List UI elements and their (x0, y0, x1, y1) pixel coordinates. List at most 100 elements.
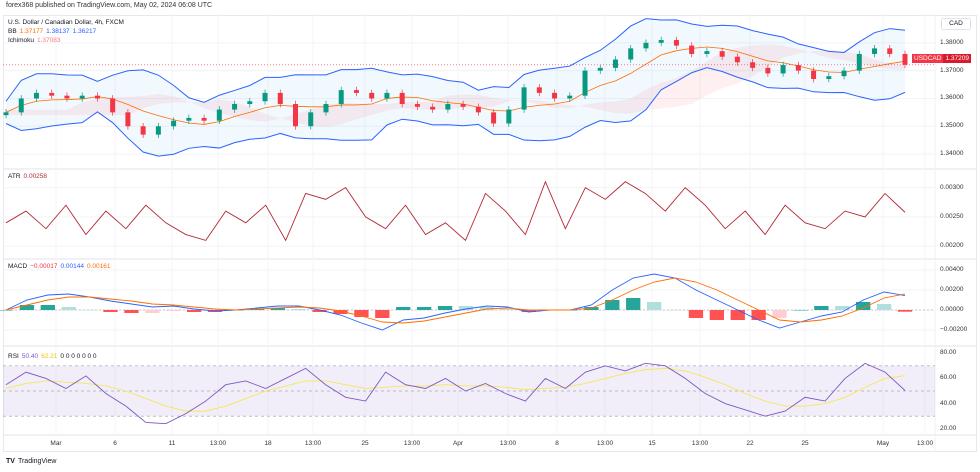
candle (323, 104, 329, 113)
axis-label: 0.00400 (940, 266, 964, 273)
macd-histogram-bar (814, 306, 829, 310)
bb-upper: 1.38137 (46, 28, 70, 35)
candle (765, 67, 771, 74)
atr-legend[interactable]: ATR 0.00258 (8, 173, 50, 181)
brand-name: TradingView (17, 458, 57, 465)
candle (232, 104, 238, 110)
chart-frame[interactable] (3, 15, 977, 452)
candle (125, 112, 131, 127)
axis-label: 11 (168, 440, 176, 447)
candle (872, 48, 878, 54)
candle (155, 126, 161, 135)
axis-label: 1.35000 (940, 122, 964, 130)
candle (293, 104, 299, 127)
candle (780, 65, 786, 74)
publish-info: forex368 published on TradingView.com, M… (6, 2, 213, 9)
axis-label: 40.00 (940, 399, 957, 407)
macd-histogram-bar (835, 306, 850, 310)
rsi-ma-line (5, 367, 906, 412)
axis-label: 13:00 (403, 440, 421, 447)
bb-legend[interactable]: BB 1.37177 1.38137 1.36217 (8, 28, 99, 36)
macd-histogram-bar (249, 309, 265, 310)
axis-label: 1.34000 (940, 150, 964, 158)
macd-legend[interactable]: MACD −0.00017 0.00144 0.00161 (8, 263, 113, 271)
axis-label: 25 (361, 440, 369, 447)
candle (567, 95, 573, 99)
tradingview-logo[interactable]: TV TradingView (6, 458, 56, 465)
macd-histogram-bar (751, 310, 766, 320)
candle (171, 120, 177, 127)
candle (64, 95, 70, 99)
macd-histogram-bar (124, 310, 139, 313)
macd-label: MACD (8, 263, 28, 270)
candle (521, 87, 527, 110)
candle (658, 40, 664, 43)
candle (445, 104, 451, 110)
macd-histogram-bar (458, 306, 474, 310)
price-tag: USDCAD 1.37209 (912, 54, 971, 63)
macd-histogram-bar (626, 298, 641, 310)
macd-histogram-bar (291, 309, 306, 310)
macd-histogram-bar (521, 310, 536, 312)
candle (186, 117, 192, 121)
ichimoku-label: Ichimoku (8, 37, 35, 44)
candle (353, 90, 359, 93)
candle (750, 62, 756, 68)
candle (673, 40, 679, 46)
macd-histogram-bar (772, 310, 787, 318)
macd-line: 0.00144 (60, 263, 84, 270)
currency-button[interactable]: CAD (941, 18, 971, 30)
rsi-legend[interactable]: RSI 50.40 62.21 0 0 0 0 0 0 0 (8, 353, 100, 361)
axis-label: 80.00 (940, 349, 957, 357)
bb-label: BB (8, 28, 17, 35)
axis-label: 0.00250 (940, 212, 964, 220)
axis-label: 13:00 (304, 440, 322, 447)
macd-histogram-bar (333, 310, 348, 314)
macd-line (5, 273, 906, 331)
candle (414, 104, 420, 107)
candle (795, 65, 801, 71)
axis-label: 15 (648, 440, 656, 447)
macd-histogram-bar (856, 302, 871, 310)
axis-label: Mar (50, 440, 62, 447)
candle (201, 117, 207, 121)
candle (887, 48, 893, 54)
axis-label: 8 (555, 440, 559, 447)
ichimoku-cloud (6, 44, 905, 128)
candle (247, 101, 253, 105)
macd-histogram-bar (270, 308, 285, 310)
candle (369, 92, 375, 99)
axis-label: May (876, 440, 890, 447)
candle (140, 126, 146, 135)
macd-histogram-bar (354, 310, 369, 317)
candle (110, 98, 116, 113)
macd-histogram-bar (40, 305, 55, 310)
rsi-value: 50.40 (21, 353, 39, 360)
candle (628, 48, 634, 60)
axis-label: 0.00300 (940, 183, 964, 191)
macd-histogram-bar (416, 307, 432, 310)
candle (719, 51, 725, 57)
axis-label: 1.38000 (940, 38, 964, 46)
macd-signal-line (5, 277, 906, 324)
candle (704, 51, 710, 54)
candle (734, 56, 740, 63)
axis-label: 0.00200 (940, 242, 964, 250)
candle (18, 98, 24, 113)
macd-histogram-bar (375, 310, 390, 318)
candle (399, 92, 405, 105)
candle (902, 53, 908, 65)
candle (384, 92, 390, 99)
macd-histogram-bar (793, 310, 808, 311)
macd-histogram-bar (166, 310, 181, 311)
axis-label: 0.00000 (940, 306, 964, 313)
axis-label: 1.36000 (940, 94, 964, 102)
axis-label: 13:00 (596, 440, 614, 447)
macd-histogram-bar (646, 302, 662, 310)
macd-histogram-bar (667, 310, 683, 311)
candle (856, 53, 862, 71)
tv-logo-icon: TV (6, 458, 15, 465)
ichimoku-legend[interactable]: Ichimoku 1.37083 (8, 37, 64, 45)
ichimoku-value: 1.37083 (37, 37, 61, 44)
